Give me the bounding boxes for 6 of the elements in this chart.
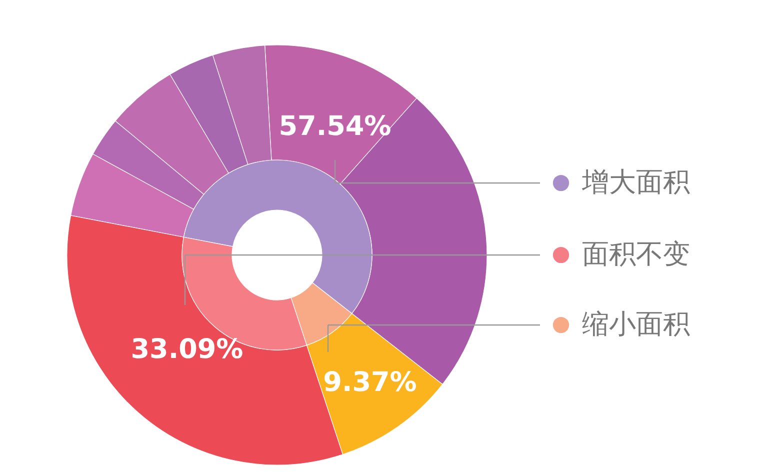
legend-label: 缩小面积 <box>582 309 690 340</box>
legend-label: 面积不变 <box>582 239 690 270</box>
text: 57.54% <box>278 111 392 142</box>
legend-label: 增大面积 <box>581 167 690 198</box>
text: 33.09% <box>130 334 244 365</box>
text: 9.37% <box>323 367 417 398</box>
